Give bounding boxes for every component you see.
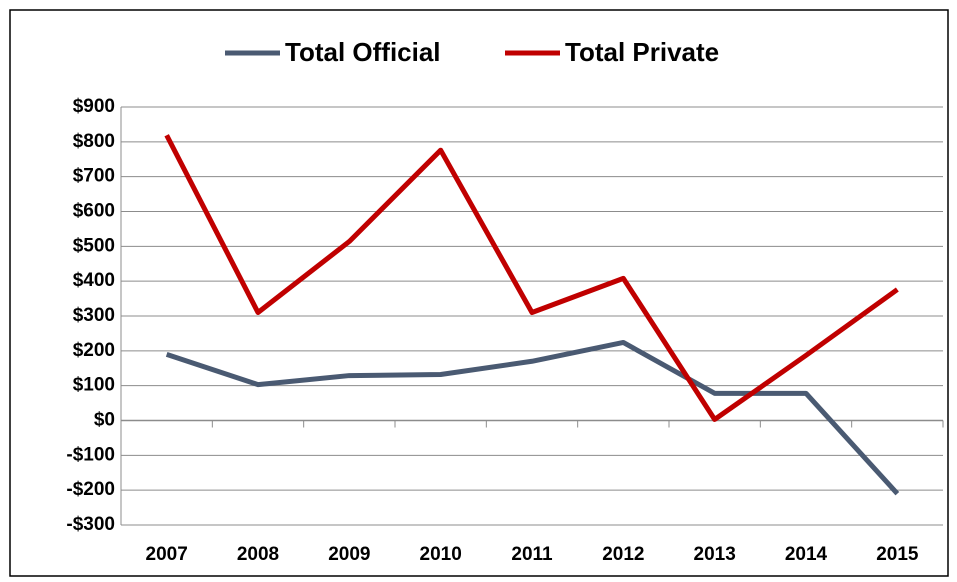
y-tick-label: $300 bbox=[73, 305, 115, 326]
y-tick-label: $500 bbox=[73, 235, 115, 256]
x-tick-label: 2015 bbox=[876, 544, 919, 565]
series-line bbox=[165, 339, 900, 496]
legend-label: Total Official bbox=[285, 37, 441, 67]
x-tick-label: 2010 bbox=[420, 544, 462, 565]
series-line bbox=[164, 134, 899, 422]
y-tick-label: $700 bbox=[73, 166, 115, 187]
y-tick-label: $400 bbox=[73, 270, 115, 291]
x-tick-label: 2011 bbox=[511, 544, 553, 565]
y-tick-label: $800 bbox=[73, 131, 115, 152]
y-tick-label: $100 bbox=[73, 375, 115, 396]
y-tick-label: $0 bbox=[94, 410, 115, 431]
x-tick-label: 2009 bbox=[328, 544, 370, 565]
chart-border bbox=[9, 9, 949, 577]
y-tick-label: $600 bbox=[73, 201, 115, 222]
x-tick-label: 2013 bbox=[694, 544, 736, 565]
y-tick-label: $900 bbox=[73, 96, 115, 117]
y-tick-label: -$200 bbox=[66, 479, 115, 500]
y-tick-label: -$300 bbox=[66, 514, 115, 535]
x-tick-label: 2007 bbox=[146, 544, 188, 565]
legend-label: Total Private bbox=[565, 37, 719, 67]
y-tick-label: -$100 bbox=[66, 444, 115, 465]
x-tick-label: 2008 bbox=[237, 544, 279, 565]
x-tick-label: 2012 bbox=[602, 544, 644, 565]
y-tick-label: $200 bbox=[73, 340, 115, 361]
x-tick-label: 2014 bbox=[785, 544, 828, 565]
